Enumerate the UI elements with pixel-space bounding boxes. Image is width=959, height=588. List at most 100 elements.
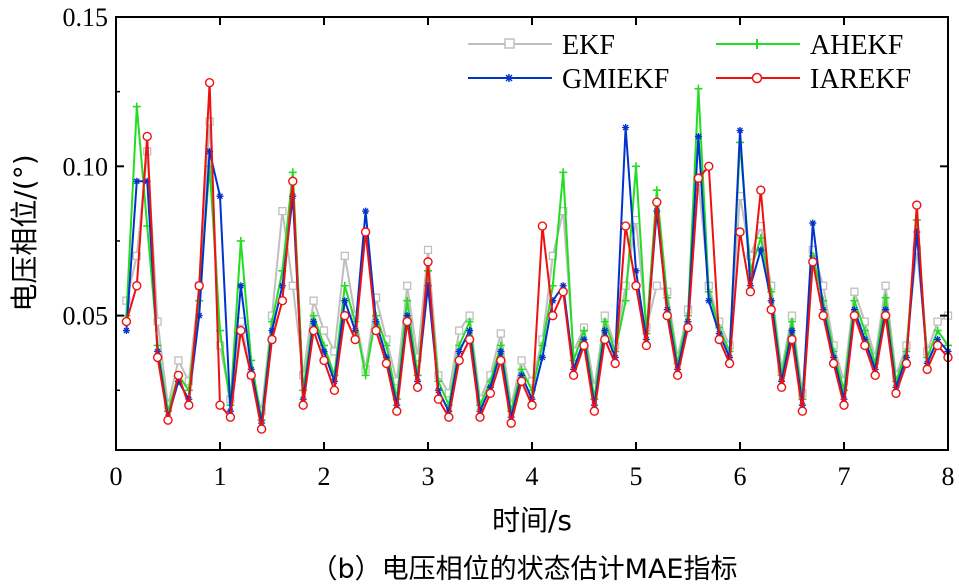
point-gmiekf (871, 365, 879, 373)
point-iarekf (672, 370, 683, 381)
point-iarekf (288, 176, 298, 186)
point-ahekf (361, 371, 370, 380)
point-gmiekf (497, 347, 505, 355)
point-iarekf (787, 334, 797, 345)
point-iarekf (901, 358, 912, 369)
point-ekf (496, 329, 505, 338)
point-gmiekf (403, 312, 411, 320)
point-iarekf (527, 400, 537, 410)
point-iarekf (267, 334, 277, 345)
point-iarekf (693, 173, 704, 183)
x-tick-label: 0 (110, 462, 123, 491)
point-gmiekf (466, 327, 474, 335)
point-ahekf (600, 317, 609, 326)
point-gmiekf (195, 312, 203, 320)
point-iarekf (579, 340, 589, 351)
point-gmiekf (861, 336, 869, 344)
point-ekf (309, 296, 318, 305)
point-ahekf (652, 186, 661, 195)
point-iarekf (215, 400, 225, 410)
point-iarekf (225, 412, 236, 422)
point-iarekf (548, 310, 558, 321)
figure-caption: （b）电压相位的状态估计MAE指标 (311, 554, 738, 585)
x-tick-label: 6 (734, 462, 747, 491)
point-ekf (174, 356, 183, 365)
point-ekf (132, 251, 141, 261)
point-gmiekf (362, 207, 370, 215)
series-iarekf (121, 77, 953, 434)
legend-entry-gmiekf: GMIEKF (468, 64, 669, 95)
point-gmiekf (320, 347, 328, 355)
point-ekf (153, 317, 162, 326)
point-iarekf (173, 370, 184, 381)
point-iarekf (808, 257, 818, 267)
point-iarekf (610, 358, 620, 369)
point-iarekf (839, 400, 849, 410)
point-iarekf (308, 325, 319, 336)
point-iarekf (600, 334, 610, 345)
legend-marker-ekf (504, 38, 515, 49)
legend: EKF AHEKF GMIEKF IAREKF (468, 30, 911, 95)
point-iarekf (589, 406, 600, 416)
point-iarekf (683, 322, 693, 333)
legend-marker-iarekf (751, 72, 763, 84)
point-gmiekf (757, 246, 765, 254)
point-gmiekf (278, 282, 286, 290)
x-tick-label: 1 (214, 462, 227, 491)
point-iarekf (412, 382, 423, 392)
point-iarekf (797, 406, 808, 416)
point-iarekf (132, 281, 142, 291)
point-gmiekf (237, 282, 245, 290)
point-iarekf (558, 287, 568, 297)
point-gmiekf (455, 347, 463, 355)
point-iarekf (631, 281, 641, 291)
point-ekf (881, 281, 890, 290)
point-gmiekf (559, 282, 567, 290)
legend-label-ahekf: AHEKF (810, 30, 903, 61)
point-iarekf (454, 355, 464, 366)
point-gmiekf (736, 126, 744, 134)
point-ekf (340, 251, 349, 261)
point-iarekf (766, 304, 776, 315)
point-ahekf (621, 296, 630, 305)
point-iarekf (704, 161, 714, 172)
point-gmiekf (622, 123, 630, 131)
point-ahekf (465, 317, 474, 326)
point-ahekf (340, 281, 349, 290)
point-gmiekf (486, 383, 494, 391)
legend-entry-ekf: EKF (468, 30, 615, 61)
point-ahekf (850, 296, 859, 305)
point-iarekf (433, 394, 444, 404)
tick-layer: 0 1 2 3 4 5 6 7 8 0.05 0.10 0.15 (63, 3, 955, 491)
point-ekf (850, 287, 859, 296)
point-gmiekf (382, 353, 390, 361)
point-gmiekf (206, 147, 214, 155)
point-iarekf (485, 388, 496, 398)
point-gmiekf (216, 192, 224, 200)
point-iarekf (371, 325, 381, 336)
point-iarekf (724, 358, 735, 369)
point-ahekf (632, 162, 640, 171)
point-ekf (455, 326, 464, 335)
point-iarekf (246, 370, 256, 381)
point-gmiekf (850, 306, 858, 314)
point-ekf (423, 245, 433, 255)
point-gmiekf (174, 377, 182, 385)
point-iarekf (475, 412, 485, 422)
point-iarekf (932, 340, 943, 351)
point-iarekf (298, 400, 308, 410)
point-iarekf (277, 295, 288, 306)
point-ahekf (288, 168, 297, 177)
point-iarekf (423, 257, 433, 267)
point-ekf (933, 317, 942, 326)
point-gmiekf (133, 177, 141, 185)
point-iarekf (121, 316, 132, 327)
point-ahekf (580, 326, 588, 335)
point-ahekf (881, 293, 890, 302)
point-iarekf (516, 376, 527, 387)
point-ahekf (236, 236, 245, 245)
point-ahekf (756, 233, 765, 242)
point-ekf (278, 206, 287, 216)
